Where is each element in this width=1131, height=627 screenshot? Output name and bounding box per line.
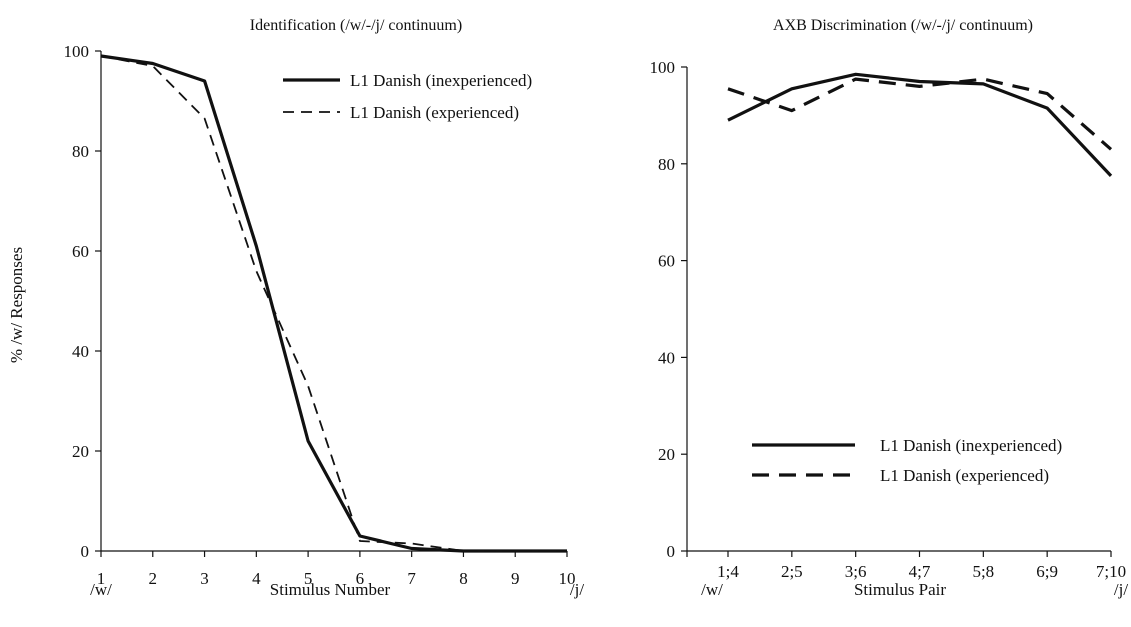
y-tick-label: 60: [72, 242, 89, 261]
x-axis-label: Stimulus Number: [270, 580, 391, 599]
series-line-1: [727, 72, 1113, 177]
x-tick-label: 1;4: [717, 562, 739, 581]
legend-label-2: L1 Danish (experienced): [350, 103, 519, 122]
x-tick-label: 4;7: [909, 562, 931, 581]
series-line-2: [727, 77, 1113, 151]
series-line-1: [100, 54, 567, 553]
x-axis-label: Stimulus Pair: [854, 580, 946, 599]
chart-panel-2: AXB Discrimination (/w/-/j/ continuum) 0 2…: [650, 17, 1129, 599]
chart-title: AXB Discrimination (/w/-/j/ continuum): [773, 17, 1033, 34]
x-end-label-left: /w/: [701, 580, 723, 599]
x-tick-label: 6;9: [1036, 562, 1058, 581]
y-axis-label: % /w/ Responses: [7, 247, 26, 363]
y-tick-label: 100: [64, 42, 90, 61]
y-tick-label: 0: [81, 542, 90, 561]
y-tick-label: 0: [667, 542, 676, 561]
x-tick-label: 2: [149, 569, 158, 588]
y-tick-label: 100: [650, 58, 676, 77]
y-tick-label: 20: [658, 445, 675, 464]
x-tick-label: 9: [511, 569, 520, 588]
y-tick-label: 40: [72, 342, 89, 361]
series-line-2: [100, 55, 567, 552]
legend-label-1: L1 Danish (inexperienced): [880, 436, 1062, 455]
x-tick-label: 5: [304, 569, 313, 588]
x-end-label-left: /w/: [90, 580, 112, 599]
legend-label-2: L1 Danish (experienced): [880, 466, 1049, 485]
y-tick-label: 80: [72, 142, 89, 161]
x-tick-label: 6: [356, 569, 365, 588]
x-tick-label: 3;6: [845, 562, 867, 581]
x-tick-label: 2;5: [781, 562, 803, 581]
y-tick-label: 40: [658, 348, 675, 367]
chart-title: Identification (/w/-/j/ continuum): [250, 17, 462, 34]
x-end-label-right: /j/: [1114, 580, 1128, 599]
x-tick-label: 3: [200, 569, 209, 588]
x-end-label-right: /j/: [570, 580, 584, 599]
x-tick-label: 10: [559, 569, 576, 588]
x-tick-label: 8: [459, 569, 468, 588]
x-tick-label: 5;8: [972, 562, 994, 581]
y-tick-label: 80: [658, 155, 675, 174]
x-tick-label: 7;10: [1096, 562, 1126, 581]
y-tick-label: 60: [658, 252, 675, 271]
x-tick-label: 7: [407, 569, 416, 588]
x-tick-label: 4: [252, 569, 261, 588]
legend-label-1: L1 Danish (inexperienced): [350, 71, 532, 90]
chart-panel-1: Identification (/w/-/j/ continuum) 0 20 40 6…: [7, 17, 584, 599]
y-tick-label: 20: [72, 442, 89, 461]
x-tick-label: 1: [97, 569, 106, 588]
